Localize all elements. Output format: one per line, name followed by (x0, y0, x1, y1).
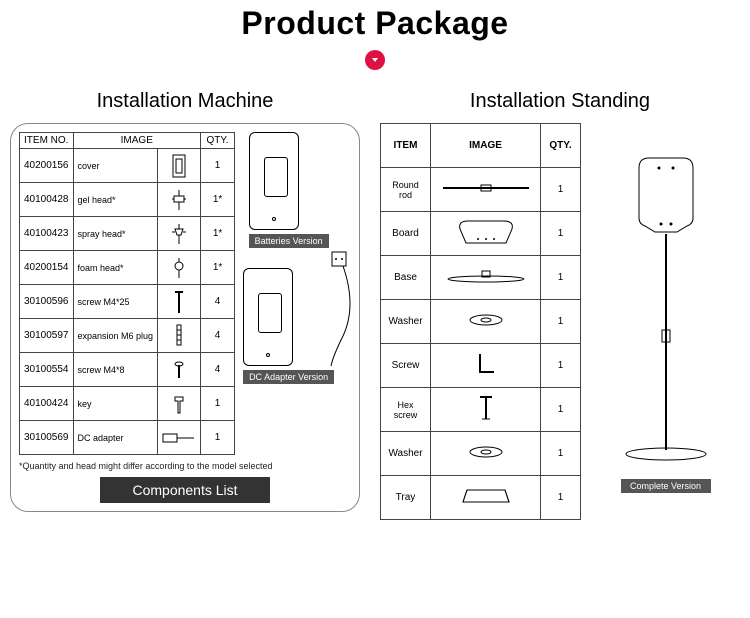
footnote: *Quantity and head might differ accordin… (19, 461, 351, 471)
table-row: Board 1 (381, 212, 581, 256)
spray-head-icon (171, 222, 187, 246)
stand-label: Complete Version (621, 479, 711, 493)
table-row: 40200154 foam head* 1* (20, 251, 235, 285)
key-icon (171, 393, 187, 415)
lscrew-icon (474, 350, 498, 378)
col-header: ITEM (381, 124, 431, 168)
table-row: 30100596 screw M4*25 4 (20, 285, 235, 319)
table-row: 40100424 key 1 (20, 387, 235, 421)
col-header: IMAGE (73, 133, 201, 149)
plug-icon (174, 323, 184, 349)
table-row: Hex screw 1 (381, 388, 581, 432)
table-row: 30100597 expansion M6 plug 4 (20, 319, 235, 353)
col-header: QTY. (201, 133, 235, 149)
battery-label: Batteries Version (249, 234, 329, 248)
foam-head-icon (171, 256, 187, 280)
adapter-icon (162, 430, 196, 446)
col-header: QTY. (541, 124, 581, 168)
stand-figure: Complete Version (621, 150, 711, 493)
table-row: 30100554 screw M4*8 4 (20, 353, 235, 387)
washer-icon (466, 313, 506, 327)
table-row: 40100428 gel head* 1* (20, 183, 235, 217)
screw-short-icon (174, 360, 184, 380)
table-row: Round rod 1 (381, 168, 581, 212)
table-row: Screw 1 (381, 344, 581, 388)
device-dc-fig: DC Adapter Version (243, 268, 334, 384)
table-row: 30100569 DC adapter 1 (20, 421, 235, 455)
page-title: Product Package (0, 5, 750, 42)
hexscrew-icon (476, 393, 496, 423)
components-strip: Components List (100, 477, 270, 503)
device-battery-fig: Batteries Version (249, 132, 329, 248)
right-heading: Installation Standing (380, 90, 740, 113)
col-header: ITEM NO. (20, 133, 74, 149)
board-icon (456, 219, 516, 245)
cable-icon (328, 258, 358, 368)
gel-head-icon (171, 188, 187, 212)
accent-dot-icon (365, 50, 385, 70)
left-card: ITEM NO. IMAGE QTY. 40200156 cover 1 401… (10, 123, 360, 512)
stand-icon (621, 150, 711, 470)
table-row: 40100423 spray head* 1* (20, 217, 235, 251)
table-row: Washer 1 (381, 432, 581, 476)
base-icon (446, 269, 526, 283)
table-row: Washer 1 (381, 300, 581, 344)
tray-icon (461, 484, 511, 508)
col-header: IMAGE (431, 124, 541, 168)
rod-icon (441, 184, 531, 192)
table-row: Base 1 (381, 256, 581, 300)
left-heading: Installation Machine (10, 90, 360, 113)
table-row: 40200156 cover 1 (20, 149, 235, 183)
table-row: Tray 1 (381, 476, 581, 520)
washer2-icon (466, 445, 506, 459)
dc-label: DC Adapter Version (243, 370, 334, 384)
right-table: ITEM IMAGE QTY. Round rod 1 Board 1 (380, 123, 581, 520)
screw-long-icon (174, 289, 184, 315)
left-table: ITEM NO. IMAGE QTY. 40200156 cover 1 401… (19, 132, 235, 455)
cover-icon (172, 154, 186, 178)
